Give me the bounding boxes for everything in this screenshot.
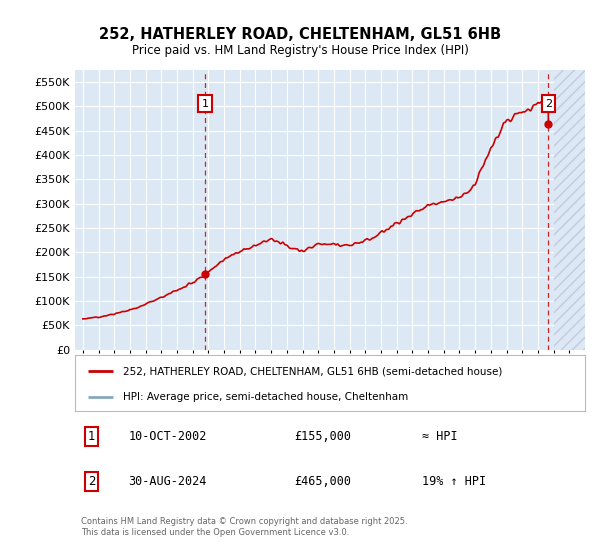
Bar (554, 70, 585, 349)
Text: Price paid vs. HM Land Registry's House Price Index (HPI): Price paid vs. HM Land Registry's House … (131, 44, 469, 57)
Text: 252, HATHERLEY ROAD, CHELTENHAM, GL51 6HB: 252, HATHERLEY ROAD, CHELTENHAM, GL51 6H… (99, 27, 501, 42)
Text: ≈ HPI: ≈ HPI (422, 430, 457, 444)
Text: 10-OCT-2002: 10-OCT-2002 (128, 430, 207, 444)
Text: 2: 2 (88, 475, 95, 488)
Text: Contains HM Land Registry data © Crown copyright and database right 2025.
This d: Contains HM Land Registry data © Crown c… (81, 517, 408, 536)
Text: 1: 1 (202, 99, 208, 109)
Text: 252, HATHERLEY ROAD, CHELTENHAM, GL51 6HB (semi-detached house): 252, HATHERLEY ROAD, CHELTENHAM, GL51 6H… (124, 366, 503, 376)
Text: 19% ↑ HPI: 19% ↑ HPI (422, 475, 486, 488)
Text: £465,000: £465,000 (294, 475, 351, 488)
Text: 1: 1 (88, 430, 95, 444)
Text: £155,000: £155,000 (294, 430, 351, 444)
Text: 2: 2 (545, 99, 552, 109)
Text: HPI: Average price, semi-detached house, Cheltenham: HPI: Average price, semi-detached house,… (124, 393, 409, 403)
Bar (554, 70, 585, 349)
Text: 30-AUG-2024: 30-AUG-2024 (128, 475, 207, 488)
